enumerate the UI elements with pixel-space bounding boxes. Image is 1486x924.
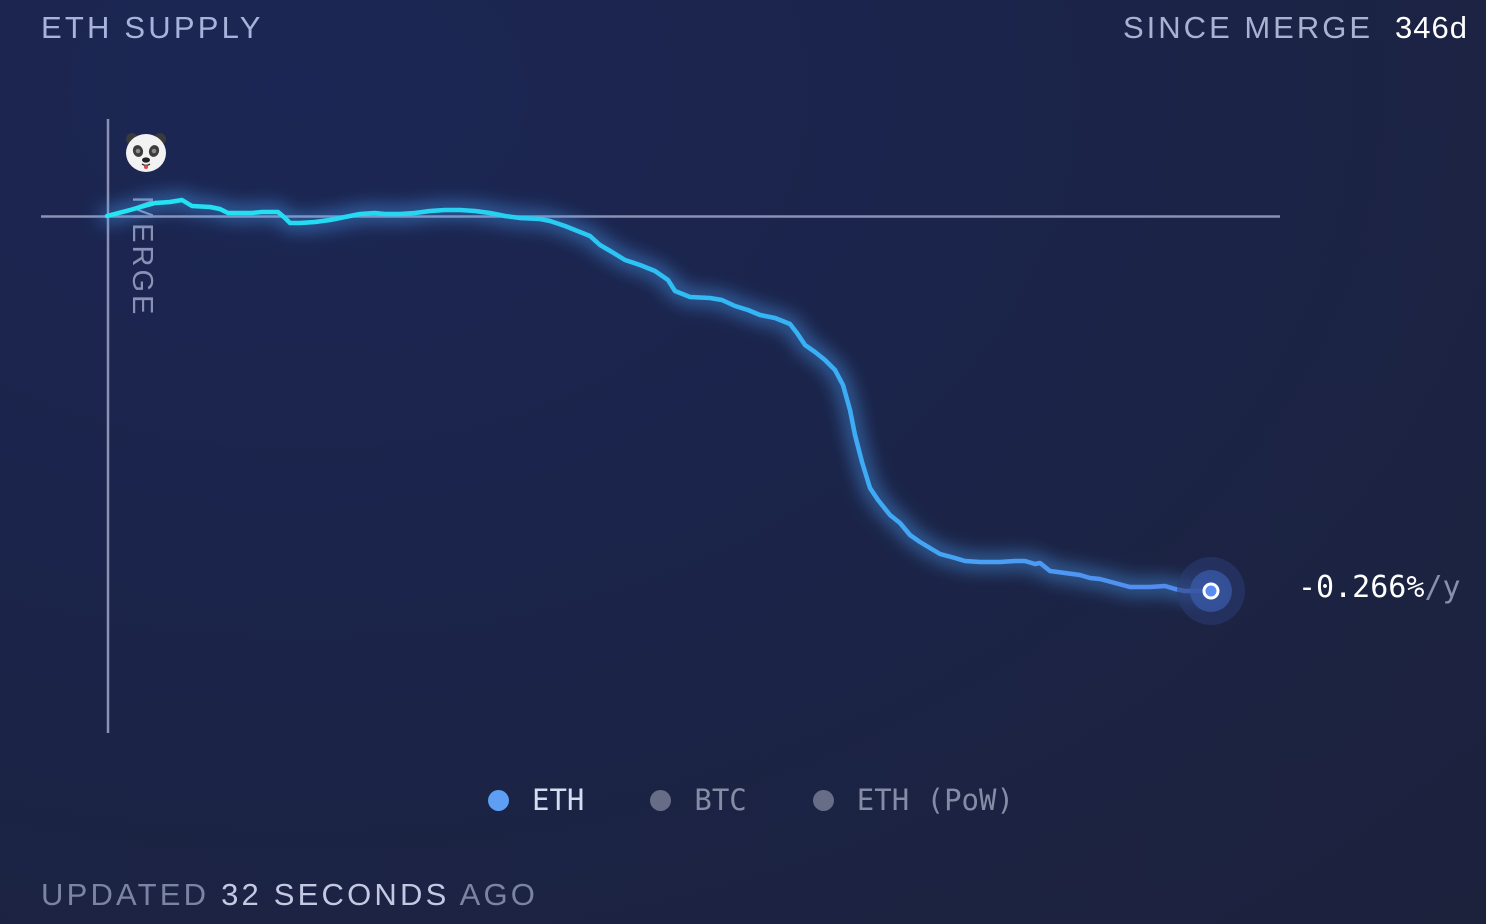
since-merge-info: SINCE MERGE 346d (1123, 10, 1468, 46)
panda-icon (126, 133, 166, 172)
legend-label-btc: BTC (694, 783, 747, 817)
legend-label-eth-pow: ETH (PoW) (856, 783, 1014, 817)
updated-suffix: AGO (459, 877, 539, 912)
since-merge-label: SINCE MERGE (1123, 10, 1374, 45)
btc-legend-dot-icon (650, 789, 672, 811)
current-point-marker (1177, 557, 1245, 625)
last-updated: UPDATED 32 SECONDS AGO (41, 877, 538, 913)
current-rate-unit: /y (1424, 570, 1461, 605)
current-rate-value: -0.266% (1298, 570, 1425, 605)
legend-item-eth[interactable]: ETH (488, 783, 584, 817)
chart-legend: ETH BTC ETH (PoW) (488, 783, 1014, 817)
legend-item-btc[interactable]: BTC (650, 783, 747, 817)
eth-pow-legend-dot-icon (812, 789, 834, 811)
current-rate: -0.266%/y (1298, 570, 1461, 605)
legend-label-eth: ETH (532, 783, 585, 817)
eth-legend-dot-icon (488, 789, 509, 811)
legend-item-eth-pow[interactable]: ETH (PoW) (812, 783, 1014, 817)
chart-title: ETH SUPPLY (41, 10, 264, 45)
updated-value: 32 SECONDS (221, 877, 450, 912)
updated-prefix: UPDATED (41, 877, 210, 912)
days-since-merge: 346d (1395, 10, 1468, 45)
eth-supply-line (104, 197, 1214, 594)
